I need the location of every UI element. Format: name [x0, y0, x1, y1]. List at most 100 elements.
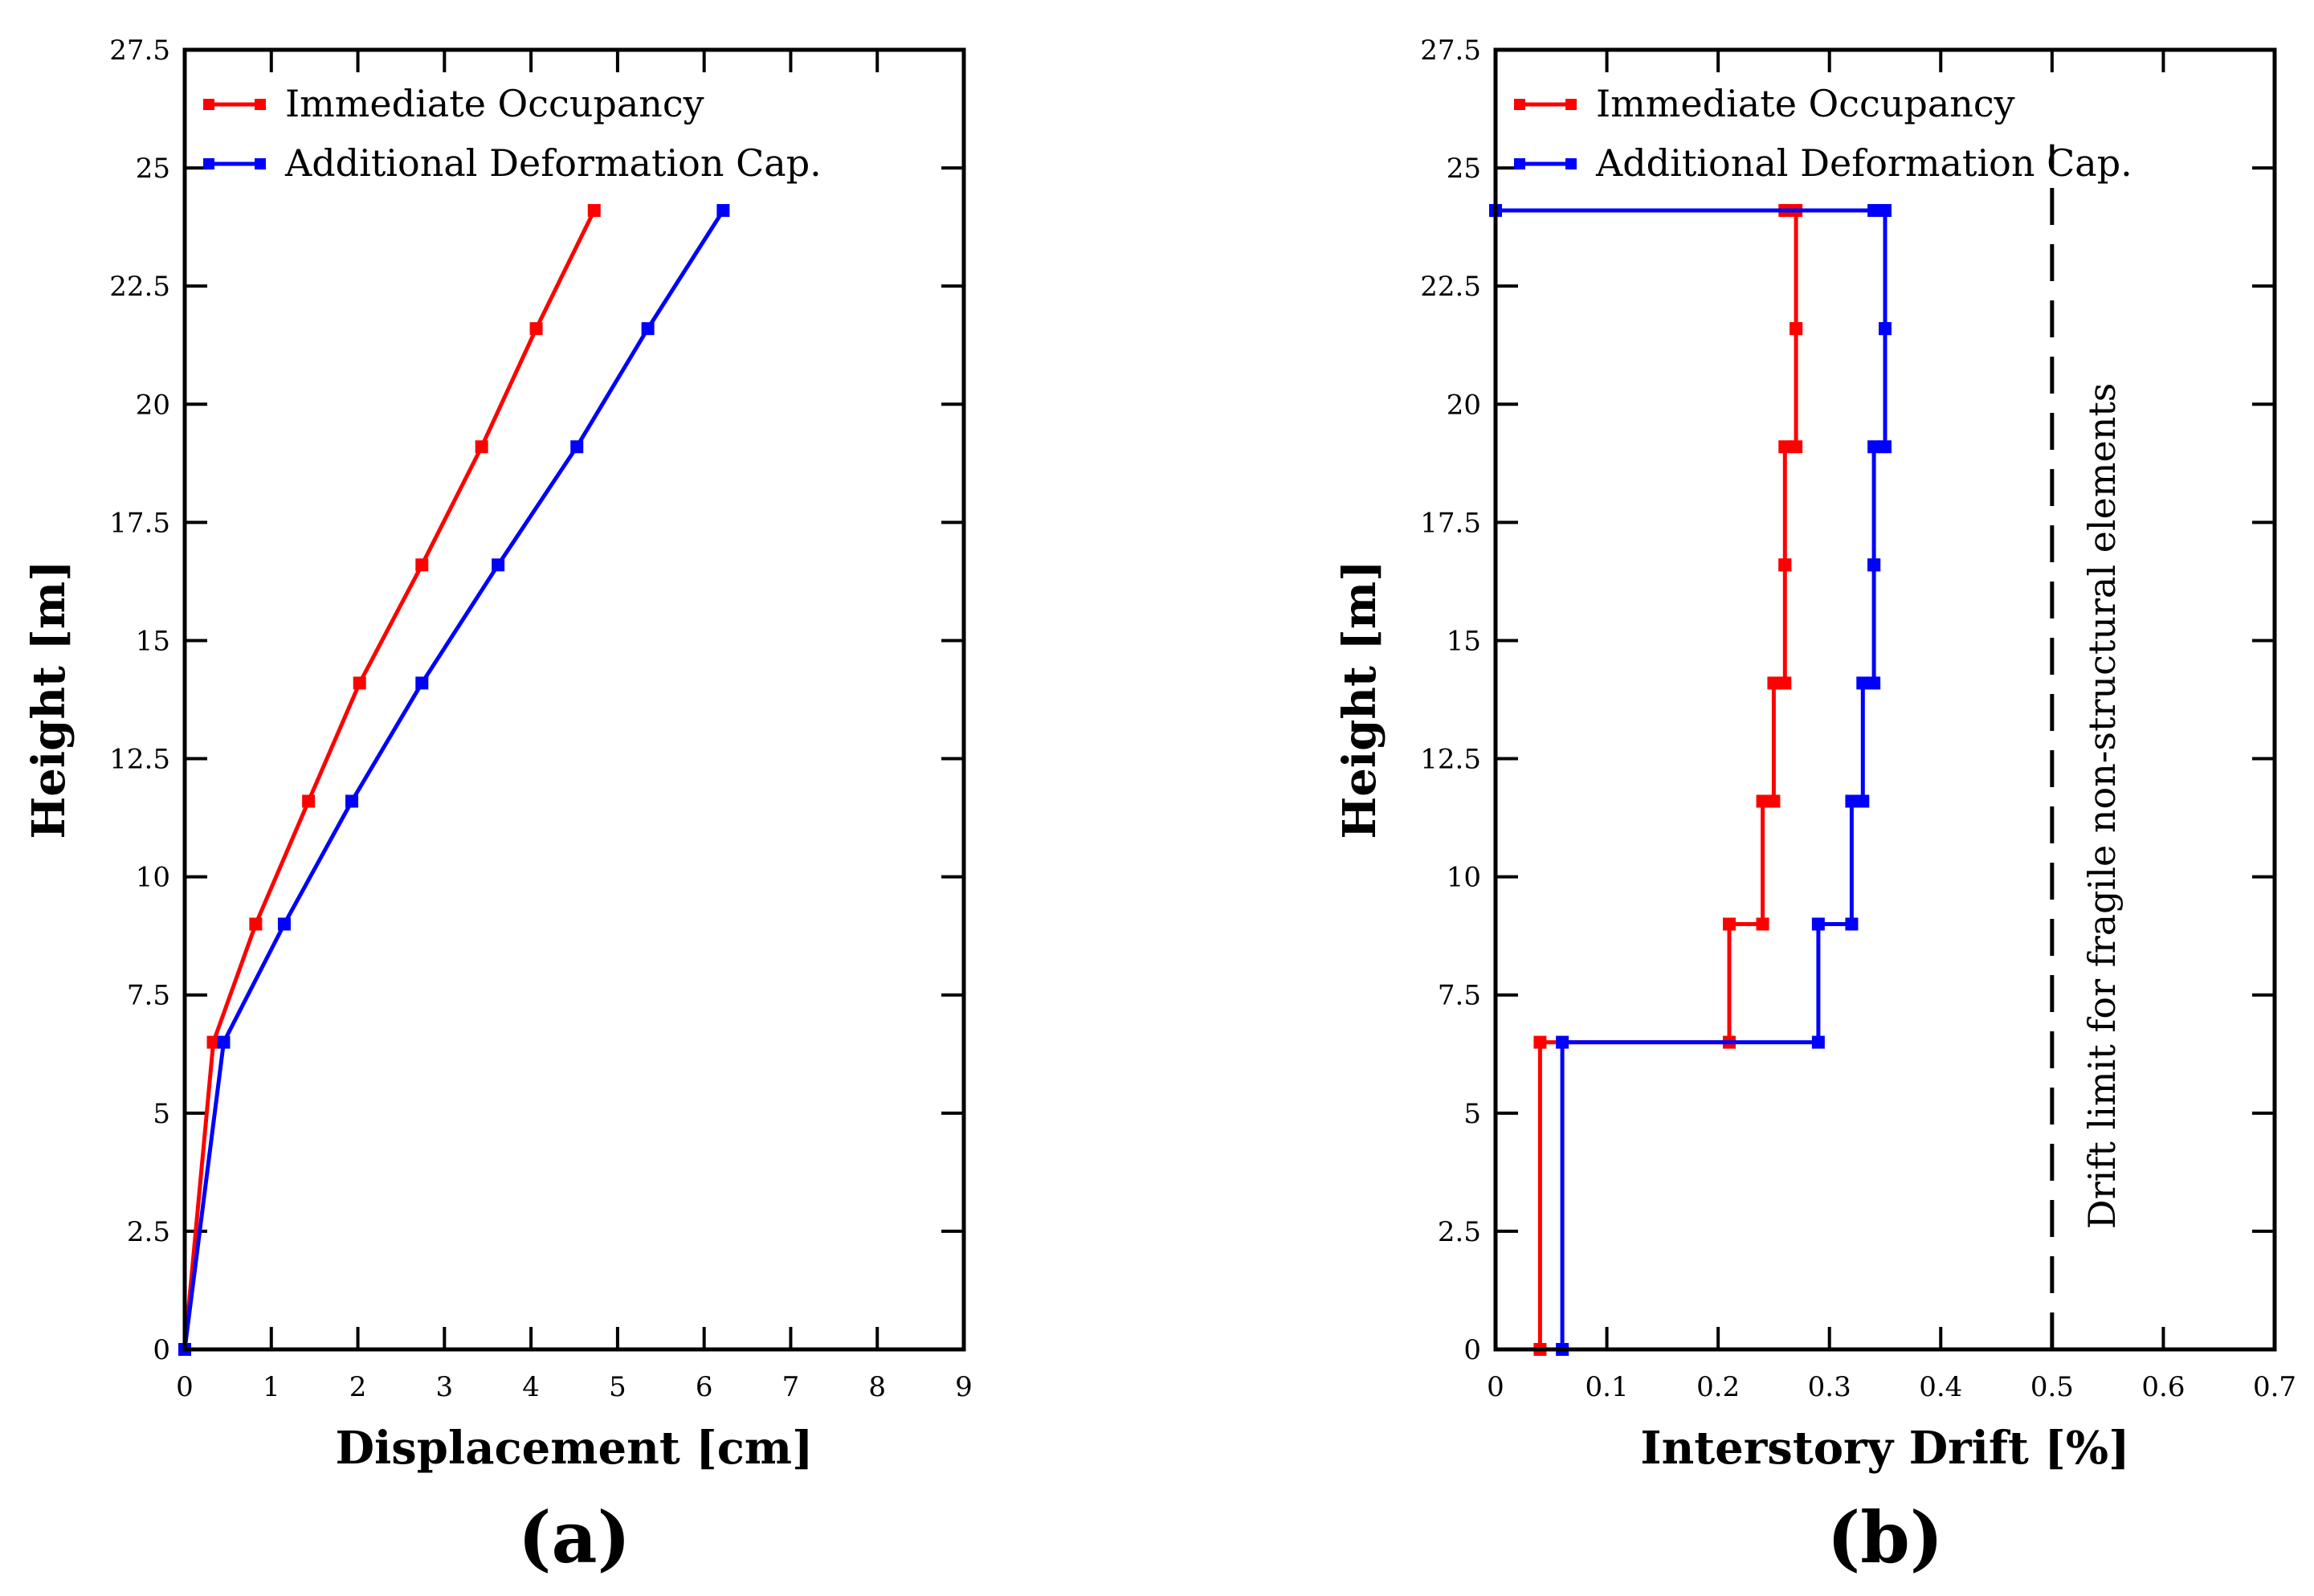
x-tick-label: 5: [609, 1371, 626, 1403]
data-point: [587, 204, 601, 218]
x-tick-label: 6: [696, 1371, 713, 1403]
x-tick-label: 0.3: [1808, 1371, 1851, 1403]
data-point: [641, 322, 655, 336]
y-tick-label: 10: [136, 862, 170, 894]
y-tick-label: 0: [153, 1334, 170, 1366]
y-tick-label: 25: [136, 153, 170, 185]
data-point: [1811, 917, 1825, 931]
legend-label: Additional Deformation Cap.: [1595, 141, 2132, 185]
panel-label: (a): [518, 1496, 631, 1579]
y-tick-label: 20: [136, 389, 170, 421]
data-point: [1556, 1035, 1569, 1049]
y-tick-label: 7.5: [127, 980, 170, 1012]
data-point: [415, 676, 429, 690]
x-tick-label: 0: [1487, 1371, 1504, 1403]
series-line-immediate-occupancy: [1537, 208, 1798, 1349]
x-tick-label: 7: [782, 1371, 800, 1403]
data-point: [1867, 440, 1881, 454]
data-point: [475, 440, 488, 454]
y-tick-label: 22.5: [1420, 271, 1481, 303]
data-point: [1533, 1035, 1547, 1049]
y-axis-label: Height [m]: [1333, 560, 1386, 839]
data-point: [1790, 322, 1803, 336]
data-point: [353, 676, 366, 690]
data-point: [529, 322, 543, 336]
data-point: [345, 794, 359, 808]
drift-limit-label: Drift limit for fragile non-structural e…: [2080, 383, 2124, 1230]
x-tick-label: 0.2: [1696, 1371, 1740, 1403]
legend-swatch-marker: [1565, 99, 1577, 110]
data-point: [302, 794, 316, 808]
y-tick-label: 27.5: [109, 35, 170, 67]
data-point: [1767, 794, 1781, 808]
legend-swatch-marker: [255, 99, 266, 110]
data-point: [1756, 917, 1769, 931]
y-axis-label: Height [m]: [22, 560, 76, 839]
y-tick-label: 20: [1447, 389, 1481, 421]
legend-swatch-marker: [1565, 158, 1577, 169]
y-tick-label: 17.5: [109, 507, 170, 539]
panel-label: (b): [1827, 1496, 1944, 1579]
data-point: [1867, 204, 1881, 218]
data-point: [570, 440, 584, 454]
data-point: [217, 1035, 231, 1049]
data-point: [1879, 204, 1892, 218]
data-point: [1845, 794, 1859, 808]
y-tick-label: 5: [1463, 1098, 1481, 1130]
legend-label: Additional Deformation Cap.: [284, 141, 822, 185]
x-tick-label: 4: [522, 1371, 540, 1403]
y-tick-label: 15: [136, 625, 170, 657]
y-tick-label: 17.5: [1420, 507, 1481, 539]
y-tick-label: 15: [1447, 625, 1481, 657]
x-tick-label: 0.7: [2253, 1371, 2296, 1403]
x-tick-label: 2: [349, 1371, 367, 1403]
data-point: [1723, 917, 1736, 931]
y-tick-label: 12.5: [109, 744, 170, 776]
data-point: [1767, 676, 1781, 690]
data-point: [1790, 440, 1803, 454]
data-point: [492, 558, 505, 572]
x-tick-label: 0.1: [1586, 1371, 1629, 1403]
chart-b: 0 2.5 5 7.5 10 12.5 15 17.5 20 22.5 25 27.5 0 0.1 0.2 0…: [1333, 35, 2296, 1579]
y-tick-label: 5: [153, 1098, 170, 1130]
data-point: [1867, 676, 1881, 690]
data-point: [1811, 1035, 1825, 1049]
x-axis-label: Interstory Drift [%]: [1640, 1422, 2129, 1475]
y-tick-label: 25: [1447, 153, 1481, 185]
legend-swatch-marker: [1514, 158, 1525, 169]
x-axis-label: Displacement [cm]: [335, 1422, 813, 1475]
data-point: [415, 558, 429, 572]
data-point: [1778, 440, 1792, 454]
legend-swatch-marker: [255, 158, 266, 169]
y-tick-label: 2.5: [1438, 1216, 1481, 1248]
legend-label: Immediate Occupancy: [285, 82, 704, 125]
data-point: [277, 917, 291, 931]
y-tick-label: 0: [1463, 1334, 1481, 1366]
chart-a: 0 2.5 5 7.5 10 12.5 15 17.5 20 22.5 25 27.5 0 1 2 3 4 5 6 7…: [22, 35, 973, 1579]
y-tick-label: 27.5: [1420, 35, 1481, 67]
data-point: [1867, 558, 1881, 572]
data-point: [1845, 917, 1859, 931]
y-tick-label: 12.5: [1420, 744, 1481, 776]
data-point: [1756, 794, 1769, 808]
data-point: [1856, 794, 1870, 808]
y-tick-label: 2.5: [127, 1216, 170, 1248]
legend-swatch-marker: [203, 99, 214, 110]
data-point: [1778, 558, 1792, 572]
series-line-additional-deformation: [182, 209, 725, 1350]
data-point: [249, 917, 263, 931]
data-point: [1879, 440, 1892, 454]
x-tick-label: 0: [176, 1371, 194, 1403]
data-point: [206, 1035, 220, 1049]
x-tick-label: 3: [436, 1371, 454, 1403]
x-tick-label: 9: [955, 1371, 973, 1403]
y-tick-label: 7.5: [1438, 980, 1481, 1012]
x-tick-label: 1: [263, 1371, 280, 1403]
data-point: [1778, 676, 1792, 690]
data-point: [1879, 322, 1892, 336]
data-point: [716, 204, 730, 218]
plot-frame: [182, 47, 966, 1352]
legend-swatch-marker: [203, 158, 214, 169]
data-point: [1856, 676, 1870, 690]
